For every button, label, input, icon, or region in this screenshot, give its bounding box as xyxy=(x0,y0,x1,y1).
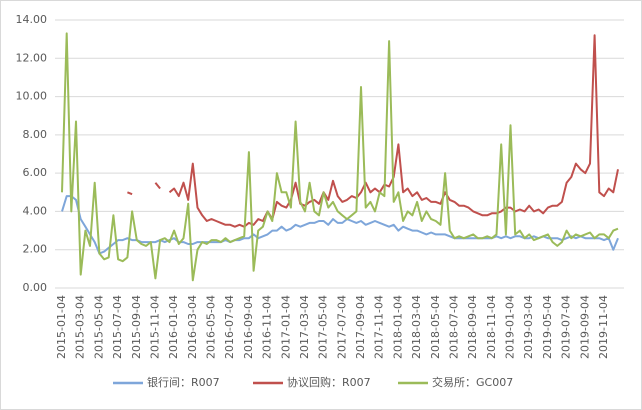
x-tick-label: 2018-09-04 xyxy=(466,295,479,359)
x-tick-label: 2015-07-04 xyxy=(111,295,124,359)
y-tick-label: 14.00 xyxy=(16,13,48,26)
x-tick-label: 2017-01-04 xyxy=(279,295,292,359)
x-tick-label: 2016-07-04 xyxy=(223,295,236,359)
x-tick-label: 2015-05-04 xyxy=(92,295,105,359)
x-tick-label: 2019-01-04 xyxy=(504,295,517,359)
x-tick-label: 2018-11-04 xyxy=(485,295,498,359)
x-tick-label: 2015-01-04 xyxy=(55,295,68,359)
x-tick-label: 2016-11-04 xyxy=(261,295,274,359)
x-tick-label: 2019-07-04 xyxy=(560,295,573,359)
x-tick-label: 2018-07-04 xyxy=(447,295,460,359)
y-tick-label: 12.00 xyxy=(16,51,48,64)
x-tick-label: 2017-05-04 xyxy=(317,295,330,359)
x-tick-label: 2016-03-04 xyxy=(186,295,199,359)
x-tick-label: 2015-03-04 xyxy=(74,295,87,359)
legend-label: 交易所：GC007 xyxy=(432,375,513,389)
x-tick-label: 2017-11-04 xyxy=(373,295,386,359)
x-tick-label: 2017-03-04 xyxy=(298,295,311,359)
series-line xyxy=(61,32,619,282)
x-tick-label: 2019-11-04 xyxy=(597,295,610,359)
legend-label: 协议回购：R007 xyxy=(287,375,371,389)
x-tick-label: 2018-05-04 xyxy=(429,295,442,359)
x-tick-label: 2015-09-04 xyxy=(130,295,143,359)
x-tick-label: 2018-01-04 xyxy=(391,295,404,359)
y-tick-label: 6.00 xyxy=(23,166,48,179)
x-tick-label: 2019-05-04 xyxy=(541,295,554,359)
x-tick-label: 2016-01-04 xyxy=(167,295,180,359)
y-tick-label: 2.00 xyxy=(23,243,48,256)
x-tick-label: 2019-03-04 xyxy=(522,295,535,359)
x-tick-label: 2018-03-04 xyxy=(410,295,423,359)
y-tick-label: 4.00 xyxy=(23,204,48,217)
legend-label: 银行间：R007 xyxy=(147,375,220,389)
x-tick-label: 2017-07-04 xyxy=(335,295,348,359)
x-tick-label: 2017-09-04 xyxy=(354,295,367,359)
x-tick-label: 2016-09-04 xyxy=(242,295,255,359)
y-tick-label: 8.00 xyxy=(23,128,48,141)
x-tick-label: 2019-09-04 xyxy=(578,295,591,359)
y-tick-label: 10.00 xyxy=(16,90,48,103)
x-tick-label: 2016-05-04 xyxy=(205,295,218,359)
y-tick-label: 0.00 xyxy=(23,281,48,294)
x-tick-label: 2015-11-04 xyxy=(148,295,161,359)
